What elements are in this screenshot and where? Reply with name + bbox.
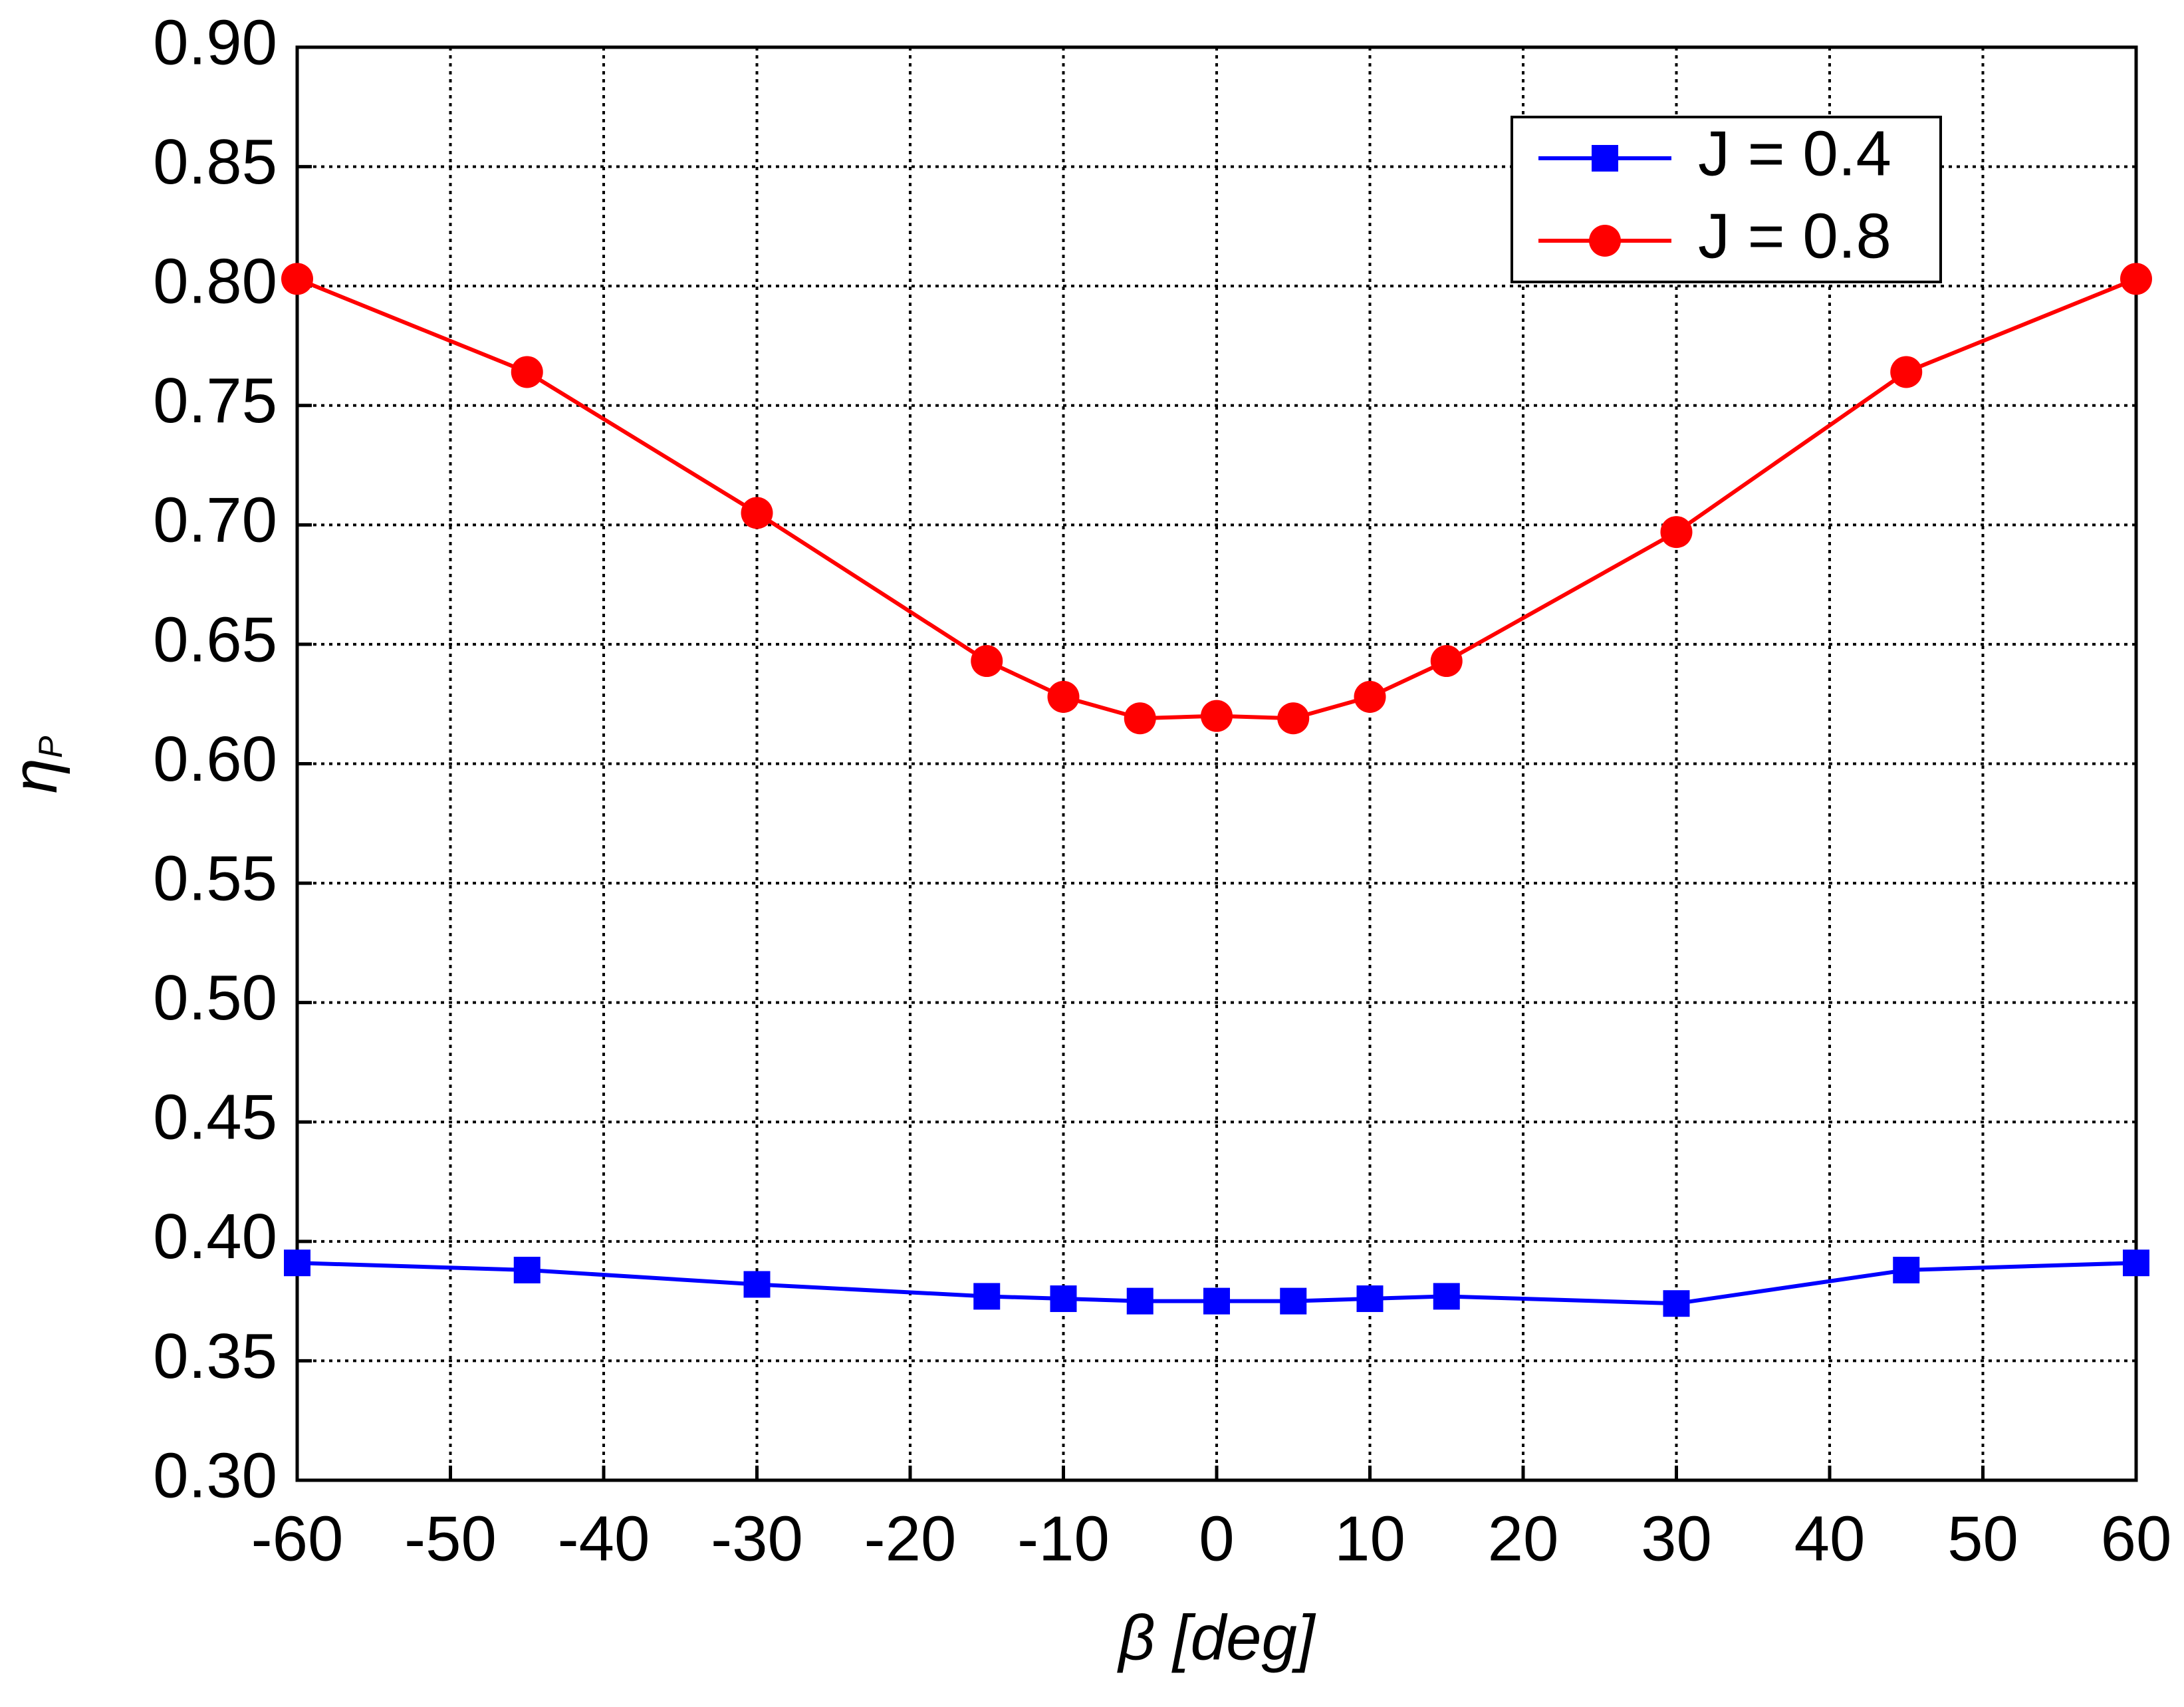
y-tick-label: 0.30	[153, 1440, 277, 1511]
legend-marker	[1589, 225, 1621, 257]
y-tick-label: 0.85	[153, 126, 277, 197]
legend-label: J = 0.8	[1698, 200, 1891, 271]
y-tick-label: 0.70	[153, 485, 277, 556]
x-tick-label: 40	[1794, 1503, 1866, 1574]
y-axis-label: ηP	[0, 735, 70, 793]
marker	[973, 1283, 1001, 1310]
x-tick-label: -10	[1017, 1503, 1110, 1574]
marker	[1050, 1285, 1077, 1313]
marker	[284, 1249, 310, 1277]
marker	[1126, 1287, 1153, 1315]
marker	[1201, 700, 1233, 732]
y-axis-subscript: P	[32, 735, 69, 758]
marker	[1354, 680, 1386, 713]
marker	[1277, 702, 1310, 735]
x-tick-label: 50	[1947, 1503, 2018, 1574]
marker	[1203, 1287, 1230, 1315]
marker	[1280, 1287, 1307, 1315]
marker	[1893, 1256, 1920, 1283]
y-tick-label: 0.60	[153, 723, 277, 795]
x-tick-label: -60	[251, 1503, 344, 1574]
marker	[1660, 516, 1693, 549]
marker	[2120, 263, 2152, 295]
marker	[1356, 1285, 1384, 1313]
y-tick-label: 0.55	[153, 843, 277, 914]
y-tick-label: 0.50	[153, 962, 277, 1033]
x-tick-label: 0	[1199, 1503, 1234, 1574]
marker	[971, 645, 1003, 678]
y-tick-label: 0.45	[153, 1082, 277, 1153]
legend-marker	[1592, 145, 1618, 172]
y-tick-label: 0.75	[153, 365, 277, 436]
x-tick-label: 30	[1641, 1503, 1712, 1574]
x-tick-label: 60	[2101, 1503, 2172, 1574]
y-tick-label: 0.90	[153, 7, 277, 78]
x-axis-label: β [deg]	[1116, 1602, 1316, 1673]
marker	[741, 497, 773, 529]
y-tick-label: 0.80	[153, 246, 277, 317]
y-axis-symbol: η	[0, 758, 70, 793]
x-tick-label: -40	[558, 1503, 650, 1574]
marker	[1430, 645, 1463, 678]
y-tick-label: 0.35	[153, 1321, 277, 1392]
legend-label: J = 0.4	[1698, 118, 1891, 189]
marker	[511, 356, 543, 388]
marker	[743, 1271, 771, 1298]
x-tick-label: -50	[404, 1503, 497, 1574]
plot-frame	[295, 45, 2138, 1482]
marker	[1124, 702, 1156, 735]
x-tick-label: -30	[711, 1503, 803, 1574]
x-tick-label: -20	[864, 1503, 957, 1574]
legend-box	[1511, 116, 1942, 283]
marker	[1047, 680, 1080, 713]
marker	[1890, 356, 1923, 388]
marker	[281, 263, 313, 295]
y-tick-label: 0.40	[153, 1201, 277, 1272]
x-tick-label: 10	[1334, 1503, 1405, 1574]
x-tick-label: 20	[1488, 1503, 1559, 1574]
marker	[2123, 1249, 2149, 1277]
marker	[1663, 1290, 1690, 1317]
y-tick-label: 0.65	[153, 604, 277, 675]
marker	[513, 1256, 541, 1283]
marker	[1433, 1283, 1460, 1310]
